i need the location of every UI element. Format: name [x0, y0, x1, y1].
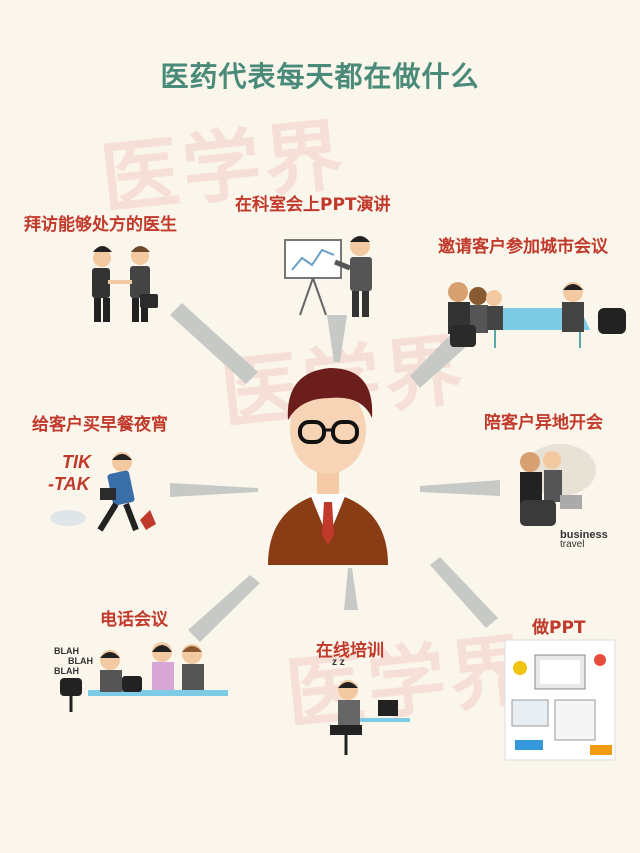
arrow-left — [170, 483, 258, 497]
phone-conference-illustration — [60, 642, 228, 712]
tak-text: -TAK — [48, 474, 90, 494]
arrow-bottom-left — [188, 575, 260, 642]
central-rep-glasses-right — [331, 420, 359, 444]
sleep-zz: z z — [332, 657, 345, 668]
arrow-bottom-right — [430, 557, 498, 628]
activity-label-online-training: 在线培训 — [316, 641, 384, 661]
business-travel-illustration — [520, 444, 596, 526]
business-word: business — [560, 529, 608, 541]
arrow-bottom — [344, 568, 358, 610]
breakfast-run-illustration — [50, 452, 156, 532]
page-title: 医药代表每天都在做什么 — [160, 60, 480, 93]
activity-label-make-ppt: 做PPT — [532, 618, 586, 638]
activity-label-ppt-speech: 在科室会上PPT演讲 — [235, 195, 391, 215]
central-rep-tie — [322, 502, 334, 545]
activity-label-phone-conference: 电话会议 — [100, 610, 168, 630]
activity-label-city-meeting: 邀请客户参加城市会议 — [438, 237, 608, 257]
tik-text: TIK — [62, 452, 91, 472]
make-ppt-illustration — [504, 639, 616, 761]
blah-bubble-2: BLAH — [68, 656, 93, 666]
central-rep-figure — [268, 368, 388, 565]
blah-bubble-1: BLAH — [54, 646, 79, 656]
activity-label-visit-doctors: 拜访能够处方的医生 — [24, 215, 177, 235]
online-training-illustration — [330, 680, 410, 755]
central-rep-hair — [287, 368, 373, 420]
travel-word: travel — [560, 539, 585, 550]
handshake-illustration — [92, 246, 158, 322]
arrow-top-left — [170, 303, 258, 384]
city-meeting-illustration — [448, 282, 626, 348]
activity-label-remote-meeting: 陪客户异地开会 — [484, 413, 603, 433]
arrow-top — [327, 315, 347, 362]
arrow-right — [420, 480, 500, 496]
activity-label-breakfast: 给客户买早餐夜宵 — [32, 415, 168, 435]
central-rep-glasses-left — [298, 420, 326, 444]
presentation-illustration — [284, 236, 372, 317]
blah-bubble-3: BLAH — [54, 666, 79, 676]
business-travel-caption: business travel — [560, 530, 608, 550]
